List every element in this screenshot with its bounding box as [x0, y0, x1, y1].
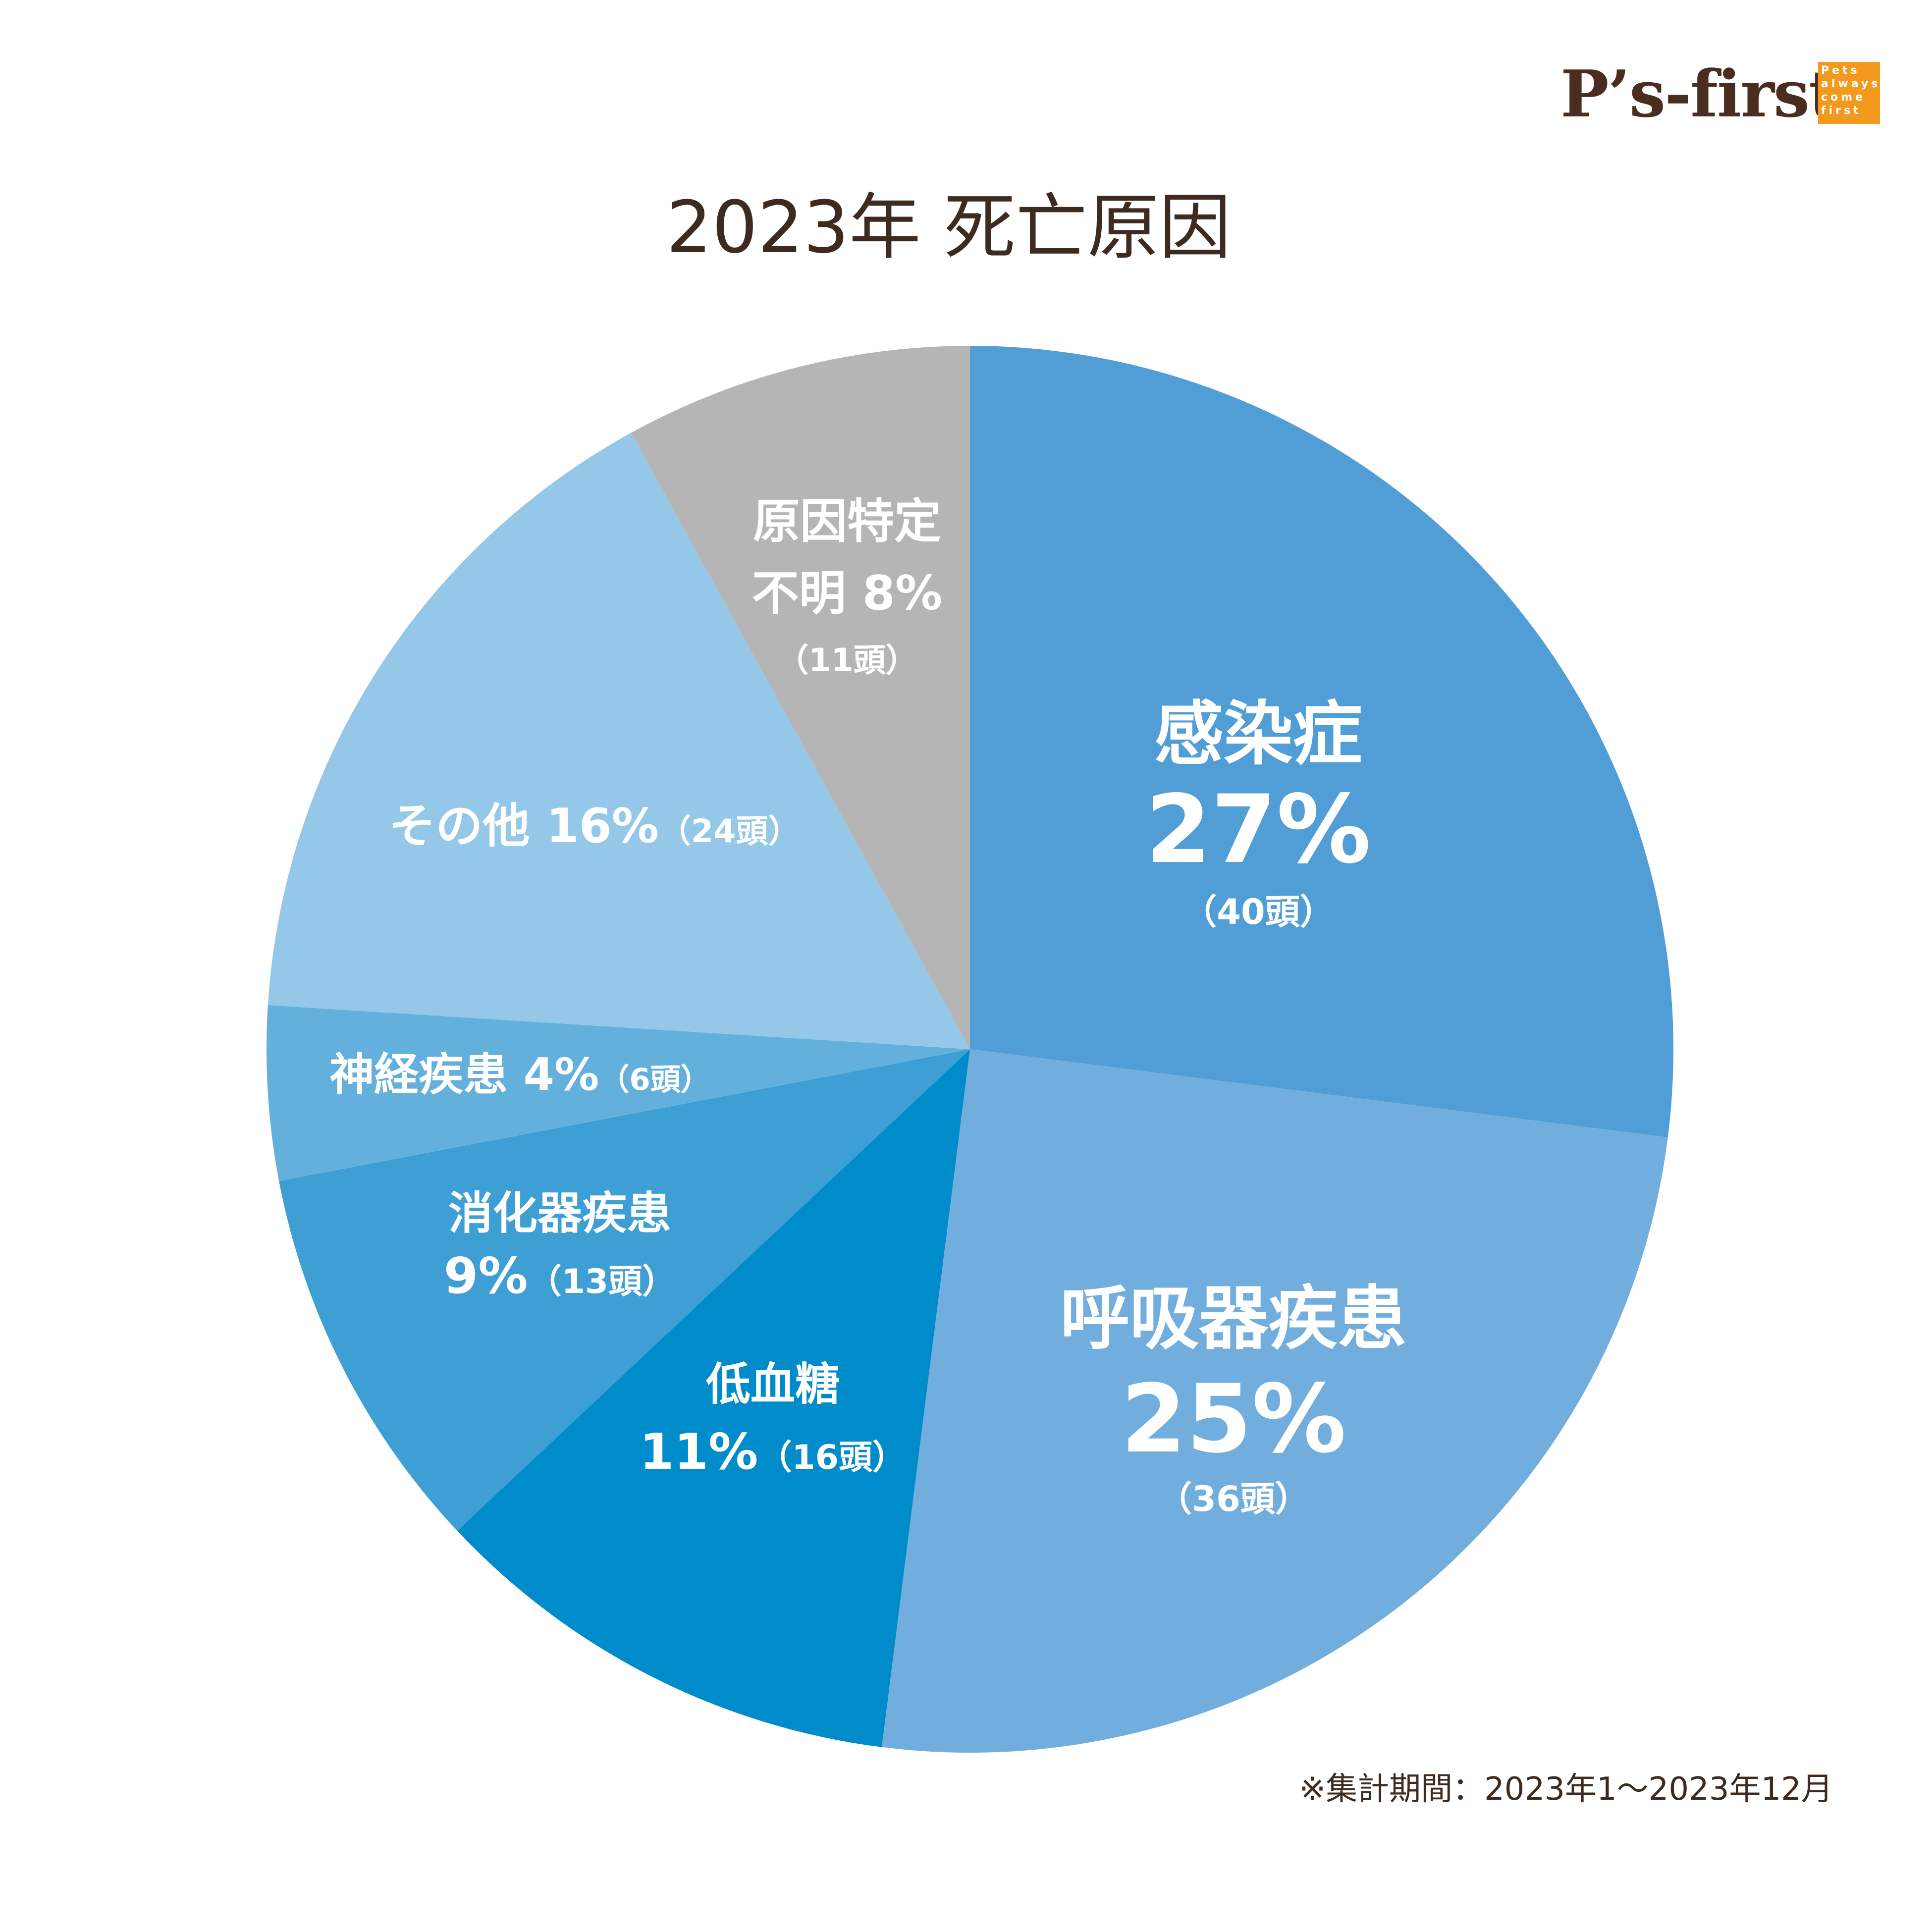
- aggregation-period-note: ※集計期間：2023年1〜2023年12月: [1299, 1771, 1833, 1808]
- slice-percent-label: 4%: [508, 1049, 599, 1101]
- slice-label: 不明 8%: [752, 566, 942, 621]
- slice-percent-label: 25%: [1121, 1364, 1346, 1474]
- slice-label: （40頭）: [1182, 892, 1334, 932]
- slice-percent-label: 9%: [444, 1247, 528, 1305]
- slice-percent-label: 16%: [530, 799, 659, 854]
- slice-count-label: （40頭）: [1182, 892, 1334, 932]
- slice-label: その他 16%（24頭）: [389, 799, 801, 854]
- slice-name-label: 不明: [752, 566, 846, 621]
- slice-label: 25%: [1121, 1364, 1346, 1474]
- pie-slice: [631, 346, 970, 1049]
- slice-label: 11%（16頭）: [640, 1423, 906, 1481]
- slice-label: 消化器疾患: [448, 1187, 671, 1239]
- slice-count-label: （16頭）: [758, 1438, 906, 1477]
- slice-count-label: （6頭）: [599, 1062, 710, 1097]
- pie-slices: [266, 346, 1674, 1753]
- slice-count-label: （11頭）: [776, 642, 917, 679]
- slice-label: 27%: [1146, 775, 1371, 884]
- slice-name-label: その他: [389, 799, 530, 854]
- logo-tagline-line: always: [1821, 78, 1881, 90]
- brand-logo: P’s-first Pets always come first: [1560, 59, 1882, 129]
- slice-label: 原因特定: [753, 494, 941, 549]
- pie-slice: [268, 432, 970, 1049]
- slice-name-label: 消化器疾患: [448, 1187, 671, 1239]
- slice-label: 呼吸器疾患: [1060, 1279, 1407, 1359]
- slice-percent-label: 27%: [1146, 775, 1371, 884]
- slice-name-label: 感染症: [1154, 694, 1362, 775]
- pie-slice: [882, 1049, 1668, 1753]
- slice-label: 低血糖: [706, 1358, 840, 1410]
- slice-label: （36頭）: [1157, 1479, 1309, 1519]
- chart-title: 2023年 死亡原因: [666, 186, 1232, 269]
- slice-name-label: 呼吸器疾患: [1060, 1279, 1407, 1359]
- logo-tagline-line: Pets: [1821, 64, 1860, 77]
- slice-label: 9%（13頭）: [444, 1247, 676, 1305]
- slice-count-label: （36頭）: [1157, 1479, 1309, 1519]
- slice-name-label: 神経疾患: [329, 1049, 508, 1101]
- slice-label: 感染症: [1154, 694, 1362, 775]
- slice-percent-label: 8%: [846, 566, 942, 621]
- pie-slice: [266, 1005, 970, 1181]
- logo-tagline-line: come: [1821, 91, 1866, 104]
- pie-slice: [970, 346, 1674, 1137]
- slice-count-label: （13頭）: [528, 1262, 676, 1301]
- logo-wordmark: P’s-first: [1560, 56, 1838, 132]
- logo-tagline-badge: Pets always come first: [1818, 62, 1880, 124]
- logo-tagline-line: first: [1821, 105, 1862, 117]
- pie-slice: [279, 1049, 970, 1531]
- slice-label: 神経疾患 4%（6頭）: [329, 1049, 711, 1101]
- slice-percent-label: 11%: [640, 1423, 758, 1481]
- slice-count-label: （24頭）: [659, 813, 800, 850]
- slice-name-label: 低血糖: [706, 1358, 840, 1410]
- slice-name-label: 原因特定: [753, 494, 941, 549]
- slice-label: （11頭）: [776, 642, 917, 679]
- pie-slice: [457, 1049, 970, 1747]
